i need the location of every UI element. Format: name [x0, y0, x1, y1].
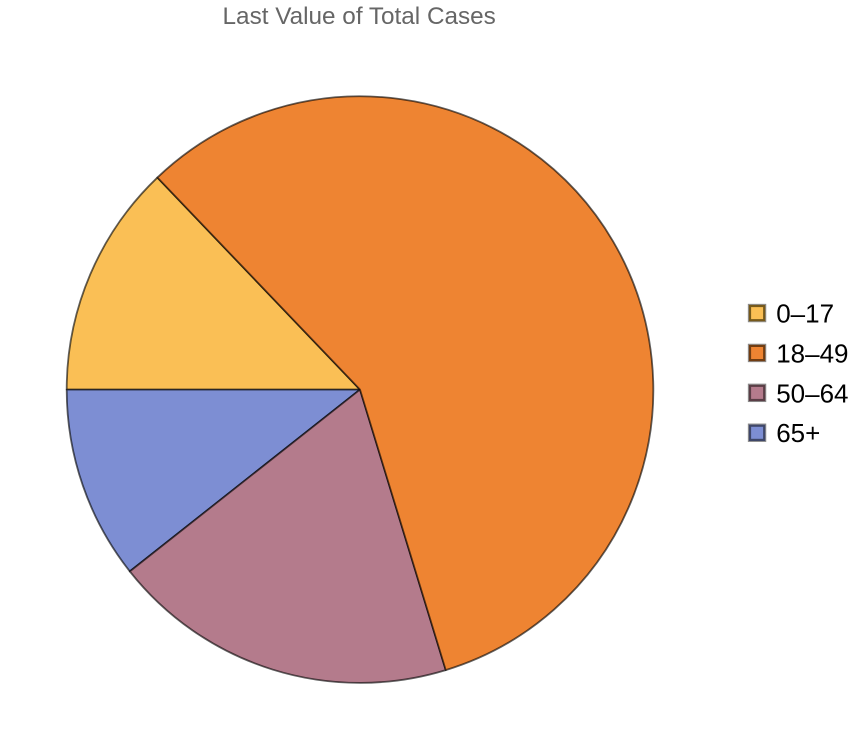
- svg-text:Last Value of Total Cases: Last Value of Total Cases: [223, 3, 496, 30]
- svg-text:18–49: 18–49: [776, 338, 848, 368]
- svg-text:50–64: 50–64: [776, 378, 848, 408]
- svg-text:65+: 65+: [776, 418, 820, 448]
- svg-text:0–17: 0–17: [776, 299, 834, 329]
